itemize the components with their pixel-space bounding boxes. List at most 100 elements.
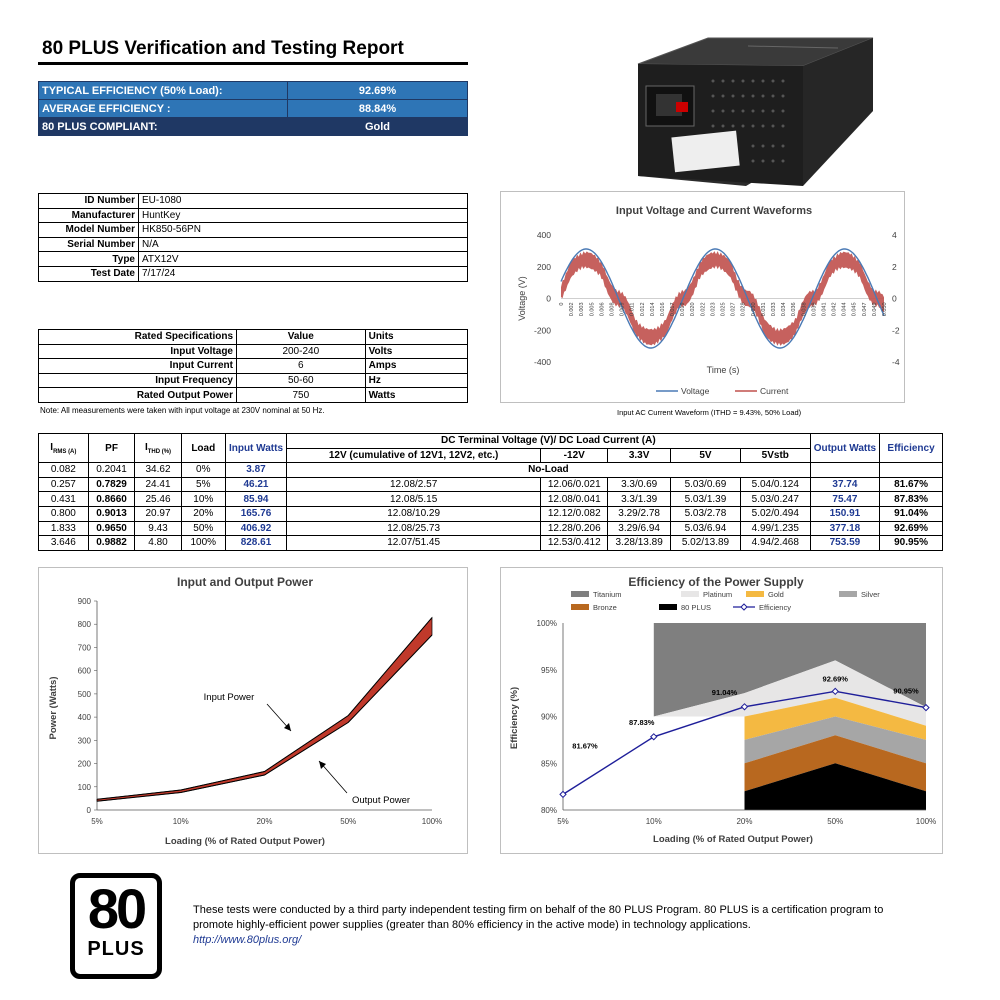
power-chart-panel: Input and Output Power 0 100 200 300 400 500 60… [38, 567, 468, 854]
rail-neg12v-cell: 12.06/0.021 [540, 476, 609, 493]
load-cell: 10% [180, 491, 226, 507]
rated-specs-table: Rated Specifications Value Units Input Volt… [38, 329, 469, 403]
legend-label: 80 PLUS [681, 603, 711, 612]
waveform-panel: Input Voltage and Current Waveforms 400 20… [500, 191, 918, 403]
efficiency-point [831, 687, 839, 696]
current-waveform [561, 251, 884, 346]
rail-5v-cell: 5.03/6.94 [670, 520, 741, 537]
x-tick-label: 0.038 [801, 303, 807, 317]
identity-value: 7/17/24 [138, 265, 468, 282]
ithd-cell: 34.62 [134, 462, 182, 478]
rail-5vsb-cell: 4.94/2.468 [739, 535, 811, 551]
x-tick-label: 10% [173, 817, 189, 826]
y-axis-label-left: Voltage (V) [517, 276, 527, 321]
x-tick-label: 0.039 [811, 303, 817, 317]
efficiency-chart-panel: Efficiency of the Power Supply Titanium Pl… [500, 567, 943, 854]
x-tick-label: 0.041 [821, 303, 827, 317]
y-tick-label: 95% [541, 666, 557, 675]
rail-3v3-cell: 3.3/0.69 [607, 476, 672, 493]
legend-label: Titanium [593, 590, 621, 599]
x-tick-label: 0.033 [771, 303, 777, 317]
identity-label: Serial Number [38, 236, 139, 253]
report-title: 80 PLUS Verification and Testing Report [42, 38, 404, 59]
legend-swatch [571, 604, 589, 610]
table-row: 1.833 0.9650 9.43 50% 406.92 12.08/25.73 12.28… [38, 520, 943, 537]
ithd-cell: 25.46 [134, 491, 182, 507]
x-tick-label: 0 [559, 303, 565, 306]
x-tick-label: 20% [736, 817, 752, 826]
output-power-line [96, 634, 433, 802]
legend-swatch [839, 591, 857, 597]
power-chart: Input and Output Power 0 100 200 300 400 500 60… [48, 575, 442, 847]
x-tick-label: 0.030 [751, 303, 757, 317]
summary-row: AVERAGE EFFICIENCY : 88.84% [38, 99, 468, 118]
pf-header: PF [87, 432, 136, 464]
footer-link[interactable]: http://www.80plus.org/ [193, 934, 302, 946]
efficiency-header: Efficiency [879, 432, 943, 464]
y-tick-label: 100 [78, 783, 92, 792]
y-tick-left: 0 [546, 294, 551, 304]
x-tick-label: 50% [340, 817, 356, 826]
y-tick-label: 0 [87, 806, 92, 815]
efficiency-point [650, 733, 658, 741]
specs-value: 6 [236, 358, 366, 374]
output-watts-cell: 75.47 [809, 491, 881, 507]
rail-5v-cell: 5.02/13.89 [670, 535, 741, 551]
rail-5vsb-cell: 5.03/0.247 [739, 491, 811, 507]
specs-row: Input Voltage 200-240 Volts [38, 343, 469, 360]
rail-3v3-cell: 3.3/1.39 [607, 491, 672, 507]
x-tick-label: 0.034 [781, 303, 787, 317]
efficiency-chart: Efficiency of the Power Supply Titanium Pl… [509, 575, 936, 845]
rail-5v-cell: 5.03/1.39 [670, 491, 741, 507]
specs-value: 200-240 [236, 343, 366, 360]
y-tick-label: 600 [78, 667, 92, 676]
irms-header: IRMS (A) [38, 432, 89, 464]
rail-neg12v-cell: 12.08/0.041 [540, 491, 609, 507]
efficiency-data-label: 81.67% [572, 741, 598, 750]
pf-cell: 0.2041 [87, 462, 136, 478]
y-tick-left: -200 [534, 325, 551, 335]
ithd-cell: 24.41 [134, 476, 182, 493]
rail-5vsb-cell: 4.99/1.235 [739, 520, 811, 537]
legend-label: Platinum [703, 590, 732, 599]
efficiency-cell: 92.69% [879, 520, 943, 537]
legend-swatch [746, 591, 764, 597]
specs-value: 50-60 [236, 372, 366, 389]
ithd-cell: 20.97 [134, 505, 182, 522]
rail-neg12v-cell: 12.53/0.412 [540, 535, 609, 551]
x-tick-label: 0.003 [579, 303, 585, 317]
identity-label: Type [38, 251, 139, 267]
efficiency-cell: 87.83% [879, 491, 943, 507]
pf-cell: 0.8660 [87, 491, 136, 507]
specs-unit: Volts [364, 343, 469, 360]
irms-cell: 0.431 [38, 491, 89, 507]
gold-band [744, 697, 926, 740]
rail-5vsb-cell: 5.04/0.124 [739, 476, 811, 493]
rail-5v-cell: 5.03/2.78 [670, 505, 741, 522]
legend-label: Silver [861, 590, 880, 599]
measurement-note: Note: All measurements were taken with i… [40, 406, 325, 415]
efficiency-cell: 90.95% [879, 535, 943, 551]
identity-row: Manufacturer HuntKey [38, 207, 468, 224]
specs-header: Value [236, 329, 366, 345]
x-tick-label: 100% [422, 817, 442, 826]
output-watts-cell: 37.74 [809, 476, 881, 493]
irms-cell: 0.257 [38, 476, 89, 493]
y-tick-left: 400 [537, 230, 551, 240]
load-test-table: IRMS (A) PF ITHD (%) Load Input Watts DC Term… [38, 432, 943, 551]
x-tick-label: 100% [916, 817, 936, 826]
legend-label: Efficiency [759, 603, 791, 612]
rail-3v3-cell: 3.28/13.89 [607, 535, 672, 551]
rail-header: 3.3V [607, 447, 672, 464]
silver-band [744, 716, 926, 764]
specs-label: Input Current [38, 358, 237, 374]
rail-header: -12V [540, 447, 609, 464]
specs-row: Input Current 6 Amps [38, 358, 469, 374]
efficiency-chart-title: Efficiency of the Power Supply [628, 575, 804, 589]
x-tick-label: 0.012 [640, 303, 646, 317]
logo-number: 80 [87, 877, 147, 940]
identity-value: HuntKey [138, 207, 468, 224]
logo-text: PLUS [87, 938, 145, 960]
specs-header-row: Rated Specifications Value Units [38, 329, 469, 345]
y-tick-label: 400 [78, 713, 92, 722]
